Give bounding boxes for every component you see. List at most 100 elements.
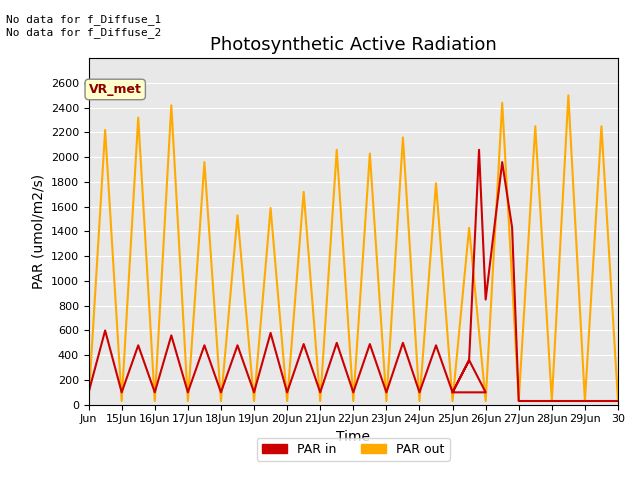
PAR in bbox=[399, 340, 407, 346]
PAR in bbox=[465, 357, 473, 363]
PAR out bbox=[101, 127, 109, 133]
PAR in bbox=[383, 389, 390, 395]
PAR in bbox=[465, 357, 473, 363]
PAR out bbox=[234, 213, 241, 218]
PAR out bbox=[366, 151, 374, 156]
PAR in bbox=[508, 225, 516, 230]
Line: PAR in: PAR in bbox=[88, 150, 618, 401]
PAR out bbox=[84, 398, 92, 404]
PAR out bbox=[548, 398, 556, 404]
PAR in bbox=[482, 389, 490, 395]
PAR out bbox=[349, 398, 357, 404]
PAR in bbox=[316, 389, 324, 395]
PAR out bbox=[217, 398, 225, 404]
PAR in bbox=[449, 389, 456, 395]
PAR out bbox=[449, 398, 456, 404]
PAR in bbox=[415, 389, 423, 395]
PAR out bbox=[383, 398, 390, 404]
Text: No data for f_Diffuse_1
No data for f_Diffuse_2: No data for f_Diffuse_1 No data for f_Di… bbox=[6, 14, 162, 38]
PAR in bbox=[449, 389, 456, 395]
PAR out bbox=[499, 100, 506, 106]
PAR out bbox=[465, 225, 473, 230]
PAR out bbox=[316, 398, 324, 404]
PAR out bbox=[284, 398, 291, 404]
PAR in bbox=[499, 159, 506, 165]
PAR out bbox=[184, 398, 192, 404]
PAR out bbox=[515, 398, 523, 404]
PAR out bbox=[482, 398, 490, 404]
PAR in bbox=[101, 327, 109, 333]
PAR out bbox=[482, 398, 490, 404]
PAR out bbox=[399, 134, 407, 140]
PAR in bbox=[449, 389, 456, 395]
PAR out bbox=[250, 398, 258, 404]
PAR in bbox=[184, 389, 192, 395]
PAR out bbox=[614, 398, 622, 404]
PAR out bbox=[217, 398, 225, 404]
PAR in bbox=[84, 389, 92, 395]
Title: Photosynthetic Active Radiation: Photosynthetic Active Radiation bbox=[210, 36, 497, 54]
PAR out bbox=[151, 398, 159, 404]
PAR in bbox=[118, 389, 125, 395]
PAR out bbox=[415, 398, 423, 404]
PAR out bbox=[349, 398, 357, 404]
PAR out bbox=[267, 205, 275, 211]
PAR in bbox=[548, 398, 556, 404]
PAR out bbox=[548, 398, 556, 404]
Y-axis label: PAR (umol/m2/s): PAR (umol/m2/s) bbox=[31, 174, 45, 289]
Text: VR_met: VR_met bbox=[89, 83, 141, 96]
PAR in bbox=[168, 333, 175, 338]
PAR in bbox=[383, 389, 390, 395]
PAR out bbox=[316, 398, 324, 404]
PAR out bbox=[333, 147, 340, 153]
PAR in bbox=[366, 341, 374, 347]
PAR out bbox=[449, 398, 456, 404]
PAR out bbox=[200, 159, 208, 165]
Legend: PAR in, PAR out: PAR in, PAR out bbox=[257, 438, 450, 461]
PAR out bbox=[134, 115, 142, 120]
PAR out bbox=[250, 398, 258, 404]
PAR in bbox=[432, 342, 440, 348]
PAR in bbox=[475, 147, 483, 153]
PAR out bbox=[284, 398, 291, 404]
PAR in bbox=[333, 340, 340, 346]
PAR in bbox=[482, 297, 490, 302]
PAR out bbox=[515, 398, 523, 404]
PAR in bbox=[349, 389, 357, 395]
PAR in bbox=[200, 342, 208, 348]
PAR out bbox=[564, 93, 572, 98]
PAR out bbox=[531, 123, 539, 129]
PAR out bbox=[598, 123, 605, 129]
PAR out bbox=[118, 398, 125, 404]
PAR in bbox=[515, 398, 523, 404]
PAR in bbox=[234, 342, 241, 348]
PAR out bbox=[581, 398, 589, 404]
PAR out bbox=[118, 398, 125, 404]
PAR in bbox=[217, 389, 225, 395]
PAR in bbox=[134, 342, 142, 348]
PAR in bbox=[316, 389, 324, 395]
PAR in bbox=[217, 389, 225, 395]
PAR in bbox=[250, 389, 258, 395]
PAR in bbox=[284, 389, 291, 395]
PAR out bbox=[300, 189, 307, 195]
PAR in bbox=[349, 389, 357, 395]
PAR out bbox=[581, 398, 589, 404]
PAR in bbox=[250, 389, 258, 395]
PAR in bbox=[515, 398, 523, 404]
PAR in bbox=[300, 341, 307, 347]
PAR out bbox=[432, 180, 440, 186]
PAR in bbox=[118, 389, 125, 395]
PAR in bbox=[482, 297, 490, 302]
PAR in bbox=[184, 389, 192, 395]
X-axis label: Time: Time bbox=[336, 430, 371, 444]
PAR in bbox=[284, 389, 291, 395]
PAR in bbox=[151, 389, 159, 395]
PAR in bbox=[151, 389, 159, 395]
PAR out bbox=[168, 102, 175, 108]
PAR in bbox=[581, 398, 589, 404]
PAR out bbox=[383, 398, 390, 404]
PAR out bbox=[184, 398, 192, 404]
PAR in bbox=[267, 330, 275, 336]
Line: PAR out: PAR out bbox=[88, 96, 618, 401]
